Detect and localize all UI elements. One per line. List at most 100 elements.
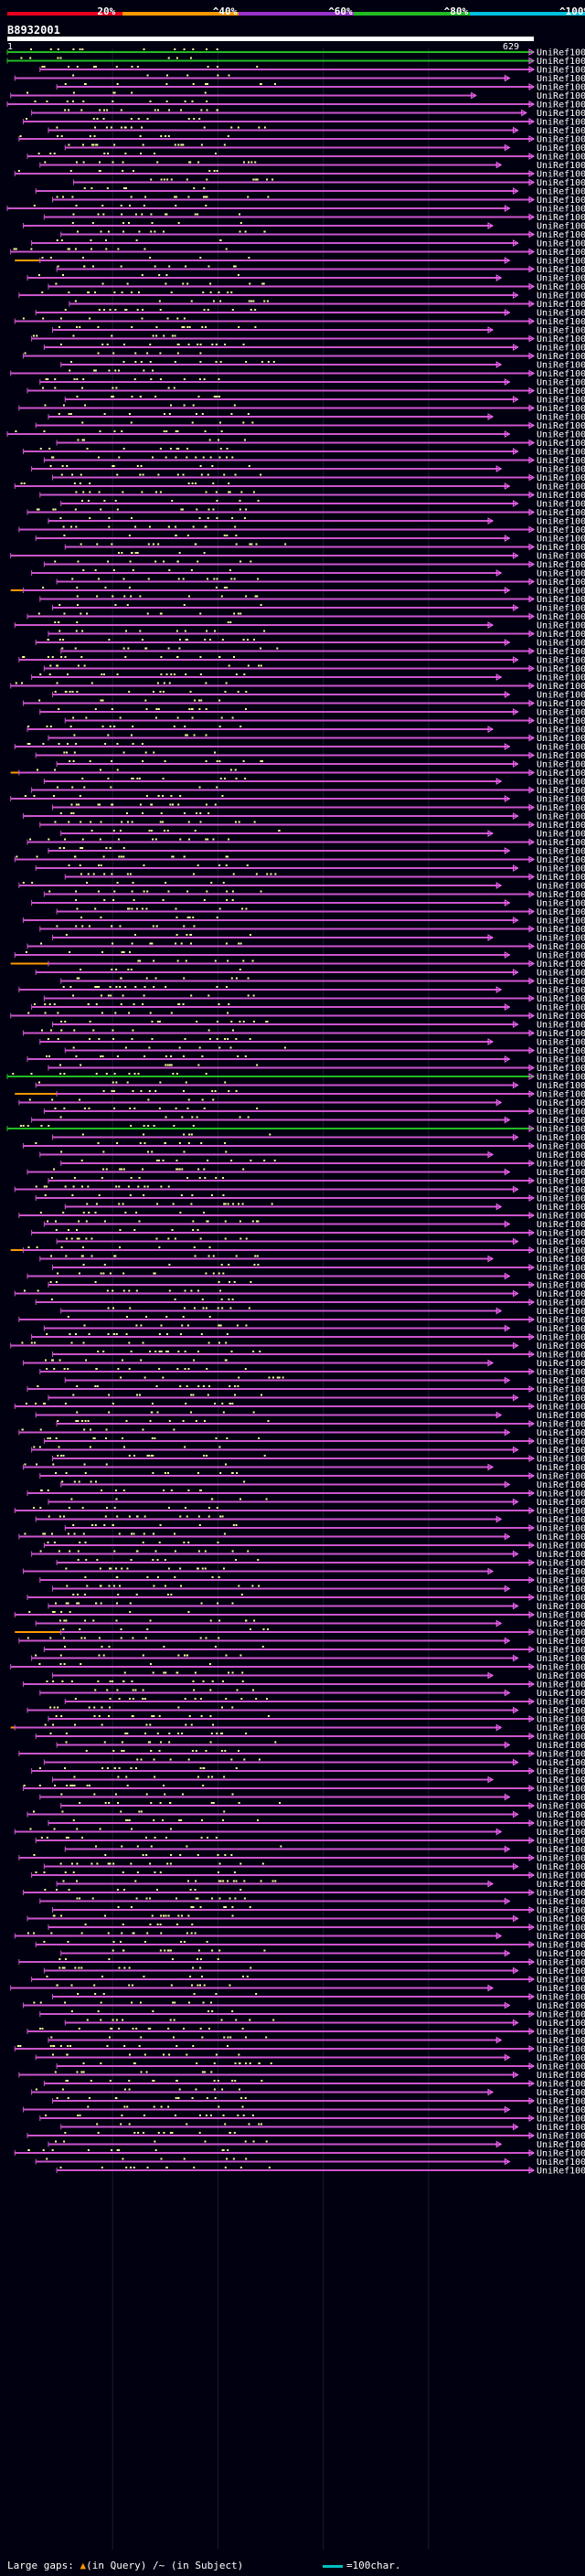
identity-dot <box>194 543 197 546</box>
hit-row: UniRef100_B1P9V4 <box>18 1532 585 1542</box>
identity-dot <box>197 213 199 216</box>
hit-end-arrow <box>487 2088 495 2096</box>
identity-dot <box>266 300 269 302</box>
identity-dot <box>66 751 69 754</box>
identity-dot <box>156 1203 159 1205</box>
identity-dot <box>65 1619 68 1622</box>
identity-dot <box>233 612 236 615</box>
hit-end-arrow <box>495 361 503 368</box>
identity-dot <box>184 1446 186 1448</box>
identity-dot <box>52 1680 55 1682</box>
identity-dot <box>29 1828 32 1830</box>
identity-dot <box>79 482 81 484</box>
identity-dot <box>143 994 145 997</box>
identity-dot <box>174 48 176 50</box>
hit-row: UniRef100_A8NQ09 <box>31 1976 585 1986</box>
identity-dot <box>130 2167 133 2168</box>
identity-dot <box>97 1680 100 1682</box>
identity-dot <box>194 213 197 216</box>
hit-label: UniRef100_Q01943 <box>537 1689 585 1699</box>
hit-label: UniRef100_Q9Z0E8 <box>537 187 585 197</box>
identity-dot <box>122 161 124 164</box>
identity-dot <box>208 1663 211 1665</box>
hit-row: UniRef100_B4PFZ4 <box>52 1351 585 1361</box>
hit-label: UniRef100_A2WCE4 <box>537 1802 585 1812</box>
hit-label: UniRef100_Q47GK1 <box>537 500 585 510</box>
identity-dot <box>38 1785 41 1786</box>
identity-dot <box>207 473 209 476</box>
hit-end-arrow <box>504 1272 511 1280</box>
identity-dot <box>113 726 116 727</box>
identity-dot <box>168 109 171 111</box>
hit-end-arrow <box>528 1976 535 1983</box>
identity-dot <box>112 1585 115 1587</box>
identity-dot <box>162 899 165 901</box>
hit-row: UniRef100_UP1000... <box>52 691 585 701</box>
identity-dot <box>87 2149 90 2151</box>
identity-dot <box>120 1003 122 1005</box>
identity-dot <box>64 1958 67 1960</box>
identity-dot <box>50 1932 53 1935</box>
identity-dot <box>65 1602 68 1605</box>
identity-dot <box>126 1567 129 1570</box>
identity-dot <box>77 2115 80 2116</box>
identity-dot <box>194 1255 197 1257</box>
identity-dot <box>174 361 176 363</box>
hit-label: UniRef100_Q5CLM1 <box>537 699 585 709</box>
hit-end-arrow <box>528 1628 535 1636</box>
identity-dot <box>57 57 59 59</box>
identity-dot <box>212 482 215 484</box>
identity-dot <box>220 1264 223 1266</box>
identity-dot <box>194 1889 197 1891</box>
hit-end-arrow <box>495 778 503 785</box>
identity-dot <box>134 986 137 988</box>
hit-row: UniRef100_A4B6X9 <box>52 1264 585 1274</box>
identity-dot <box>168 569 171 571</box>
identity-dot <box>115 1567 118 1570</box>
identity-dot <box>162 795 165 797</box>
hit-end-arrow <box>528 1507 535 1514</box>
identity-dot <box>90 187 93 189</box>
hit-end-arrow <box>513 2123 519 2131</box>
identity-dot <box>157 708 160 710</box>
identity-dot <box>234 821 237 823</box>
identity-dot <box>124 1046 127 1049</box>
hit-label: UniRef100_B4B2P6 <box>537 1428 585 1438</box>
identity-dot <box>150 1845 153 1848</box>
hit-end-arrow <box>528 1281 535 1288</box>
identity-dot <box>22 882 25 884</box>
identity-dot <box>101 1489 103 1491</box>
identity-dot <box>207 517 209 519</box>
identity-dot <box>58 708 60 710</box>
hit-label: UniRef100_A0LUV9 <box>537 1819 585 1829</box>
identity-dot <box>192 1680 195 1682</box>
identity-dot <box>53 1706 56 1709</box>
hit-label: UniRef100_Q9M8S1 <box>537 1671 585 1681</box>
identity-dot <box>73 378 76 380</box>
identity-dot <box>40 1029 43 1032</box>
hit-label: UniRef100_A8NQ09 <box>537 1976 585 1986</box>
identity-dot <box>146 352 149 355</box>
identity-dot <box>44 1359 47 1362</box>
identity-dot <box>94 1993 97 1995</box>
hit-label: UniRef100_Q43682 <box>537 778 585 788</box>
identity-dot <box>151 1914 154 1917</box>
identity-dot <box>142 1428 144 1431</box>
identity-dot <box>166 1333 169 1335</box>
identity-dot <box>167 647 170 650</box>
hit-row: UniRef100_Q49151 <box>43 994 585 1004</box>
identity-dot <box>227 2036 229 2039</box>
hit-end-arrow <box>528 1212 535 1219</box>
hit-end-arrow <box>528 1108 535 1115</box>
identity-dot <box>101 282 104 285</box>
identity-dot <box>31 882 34 884</box>
identity-dot <box>131 1984 133 1987</box>
identity-dot <box>55 282 58 285</box>
identity-dot <box>199 465 202 467</box>
identity-dot <box>89 482 91 484</box>
identity-dot <box>263 230 266 233</box>
hit-label: UniRef100_Q0H9E0 <box>537 1255 585 1265</box>
hit-label: UniRef100_UP1000... <box>537 691 585 701</box>
identity-dot <box>144 1055 146 1057</box>
hit-label: UniRef100_C4M9U5 <box>537 1455 585 1465</box>
